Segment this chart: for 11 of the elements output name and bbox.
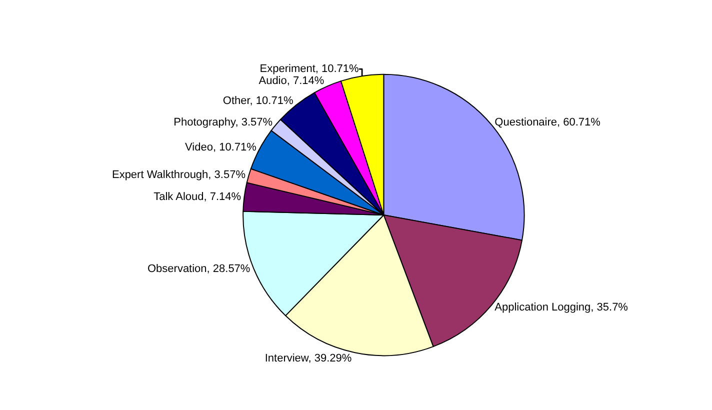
slice-label: Other, 10.71% [222,95,294,108]
slice-label: Video, 10.71% [185,142,257,154]
slice-label: Application Logging, 35.7% [494,302,628,314]
slice-label: Experiment, 10.71% [260,63,360,76]
slice-label: Talk Aloud, 7.14% [154,190,242,203]
slice-label: Interview, 39.29% [264,352,352,364]
slice-label: Questionaire, 60.71% [494,116,601,128]
slice-label: Audio, 7.14% [258,75,324,88]
slice-label: Expert Walkthrough, 3.57% [112,169,246,182]
slice-label: Photography, 3.57% [174,116,273,128]
slice-label: Observation, 28.57% [147,262,250,275]
